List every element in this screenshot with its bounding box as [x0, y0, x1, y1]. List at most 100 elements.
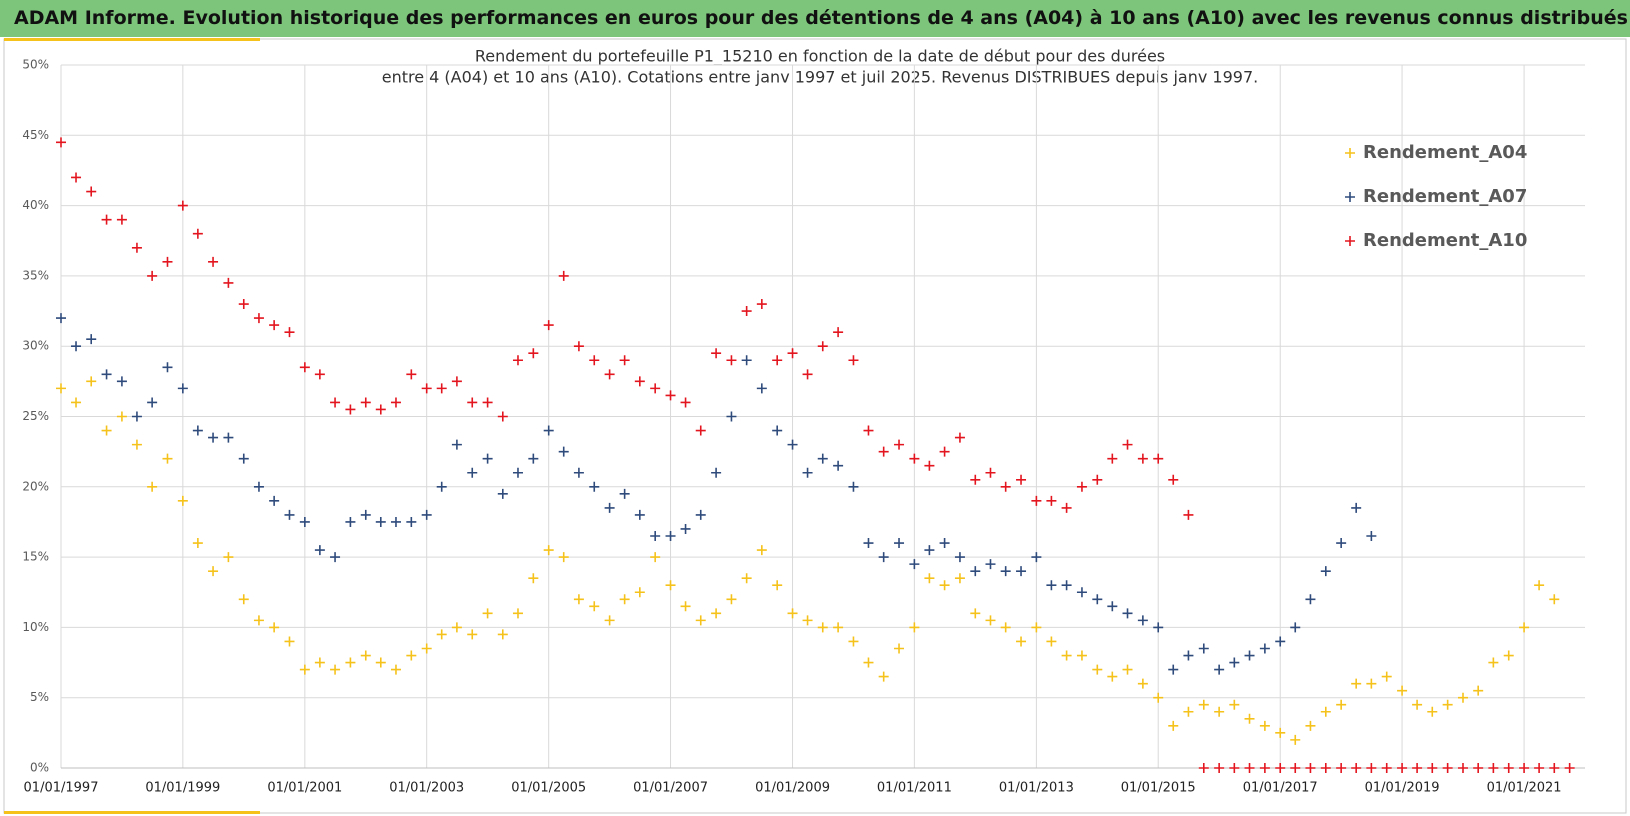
data-point	[1564, 763, 1575, 773]
data-point	[116, 214, 127, 225]
y-tick-label: 45%	[22, 128, 49, 142]
x-tick-label: 01/01/2013	[999, 781, 1074, 796]
data-point	[1457, 763, 1468, 773]
data-point	[314, 657, 325, 668]
data-point	[253, 615, 264, 626]
legend-marker	[1345, 148, 1355, 158]
data-point	[1168, 474, 1179, 485]
x-tick-label: 01/01/2019	[1365, 781, 1440, 796]
data-point	[848, 355, 859, 366]
data-point	[1153, 692, 1164, 703]
data-point	[192, 538, 203, 549]
data-point	[330, 397, 341, 408]
data-point	[1153, 453, 1164, 464]
data-point	[1214, 706, 1225, 717]
data-point	[1092, 594, 1103, 605]
data-point	[390, 664, 401, 675]
data-point	[543, 320, 554, 331]
data-point	[56, 313, 66, 324]
legend-label: Rendement_A04	[1363, 142, 1527, 163]
data-point	[558, 552, 569, 563]
data-point	[787, 348, 798, 359]
data-point	[512, 608, 523, 619]
data-point	[1107, 671, 1118, 682]
data-point	[756, 383, 767, 394]
data-point	[985, 467, 996, 478]
data-point	[101, 425, 112, 436]
data-point	[894, 643, 905, 654]
data-point	[345, 516, 356, 527]
data-point	[726, 355, 737, 366]
data-point	[848, 481, 859, 492]
data-point	[619, 488, 630, 499]
data-point	[1534, 580, 1545, 591]
data-point	[147, 397, 158, 408]
data-point	[56, 137, 66, 148]
data-point	[1381, 671, 1392, 682]
data-point	[711, 608, 722, 619]
data-point	[756, 545, 767, 556]
data-point	[878, 671, 889, 682]
data-point	[208, 432, 219, 443]
data-point	[543, 545, 554, 556]
data-point	[680, 523, 691, 534]
data-point	[299, 516, 310, 527]
data-point	[421, 383, 432, 394]
data-point	[512, 467, 523, 478]
data-point	[741, 355, 752, 366]
data-point	[1229, 657, 1240, 668]
data-point	[924, 573, 935, 584]
data-point	[1503, 763, 1514, 773]
y-tick-label: 50%	[22, 58, 49, 72]
data-point	[131, 439, 142, 450]
data-point	[131, 411, 142, 422]
data-point	[1366, 531, 1377, 542]
data-point	[650, 552, 661, 563]
data-point	[1076, 587, 1087, 598]
data-point	[238, 594, 249, 605]
data-point	[1107, 453, 1118, 464]
data-point	[695, 509, 706, 520]
data-point	[848, 636, 859, 647]
data-point	[299, 362, 310, 373]
data-point	[802, 467, 813, 478]
y-tick-label: 40%	[22, 198, 49, 212]
data-point	[1198, 643, 1209, 654]
accent	[4, 38, 260, 41]
data-point	[619, 594, 630, 605]
data-point	[1259, 643, 1270, 654]
data-point	[1229, 699, 1240, 710]
data-point	[528, 573, 539, 584]
data-point	[1168, 664, 1179, 675]
data-point	[284, 636, 295, 647]
data-point	[1229, 763, 1240, 773]
data-point	[680, 397, 691, 408]
data-point	[909, 622, 920, 633]
data-point	[863, 657, 874, 668]
data-point	[223, 432, 234, 443]
data-point	[360, 509, 371, 520]
data-point	[1381, 763, 1392, 773]
x-tick-label: 01/01/2007	[633, 781, 708, 796]
data-point	[1275, 636, 1286, 647]
data-point	[86, 186, 97, 197]
data-point	[1016, 566, 1027, 577]
data-point	[1503, 650, 1514, 661]
data-point	[177, 495, 188, 506]
data-point	[1473, 685, 1484, 696]
data-point	[451, 439, 462, 450]
data-point	[1519, 763, 1530, 773]
data-point	[1016, 636, 1027, 647]
data-point	[131, 242, 142, 253]
data-point	[650, 383, 661, 394]
data-point	[726, 594, 737, 605]
data-point	[406, 650, 417, 661]
data-point	[71, 341, 82, 352]
data-point	[1046, 636, 1057, 647]
data-point	[1320, 763, 1331, 773]
data-point	[253, 481, 264, 492]
data-point	[1244, 650, 1255, 661]
data-point	[817, 341, 828, 352]
data-point	[954, 552, 965, 563]
data-point	[1336, 538, 1347, 549]
